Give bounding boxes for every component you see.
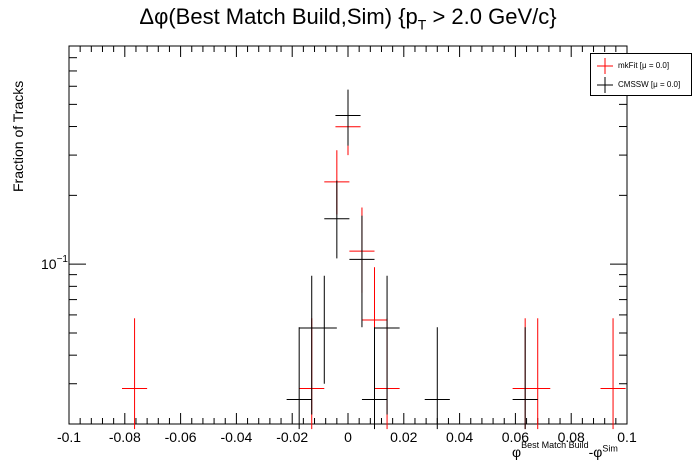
legend-entry-cmssw: CMSSW [μ = 0.0] [591,75,691,95]
y-tick-label: 10−1 [41,254,68,272]
x-tick-label: -0.02 [276,429,308,445]
x-tick-label: -0.1 [57,429,81,445]
x-tick-label: 0.06 [502,429,529,445]
x-tick-label: 0.04 [446,429,473,445]
x-tick-label: -0.06 [165,429,197,445]
chart-title: Δφ(Best Match Build,Sim) {pT > 2.0 GeV/c… [139,4,557,33]
series-mkfit [122,102,626,430]
series-cmssw [286,89,538,430]
x-tick-label: 0.08 [558,429,585,445]
legend-label-cmssw: CMSSW [μ = 0.0] [618,80,681,89]
legend-marker-mkfit [597,58,613,74]
legend-label-mkfit: mkFit [μ = 0.0] [618,61,670,70]
x-axis-label: φBest Match Build-φSim [512,440,618,460]
x-tick-label: 0 [344,429,352,445]
x-tick-label: 0.1 [617,429,637,445]
x-tick-label: -0.04 [220,429,252,445]
data-marks [122,89,626,430]
x-tick-label: -0.08 [109,429,141,445]
x-tick-label: 0.02 [390,429,417,445]
axis-ticks: -0.1 -0.08 -0.06 -0.04 -0.02 0 0.02 0.04 0.06 0.0… [41,45,637,445]
legend-marker-cmssw [597,77,613,93]
legend: mkFit [μ = 0.0] CMSSW [μ = 0.0] [590,53,692,96]
legend-entry-mkfit: mkFit [μ = 0.0] [591,56,691,76]
